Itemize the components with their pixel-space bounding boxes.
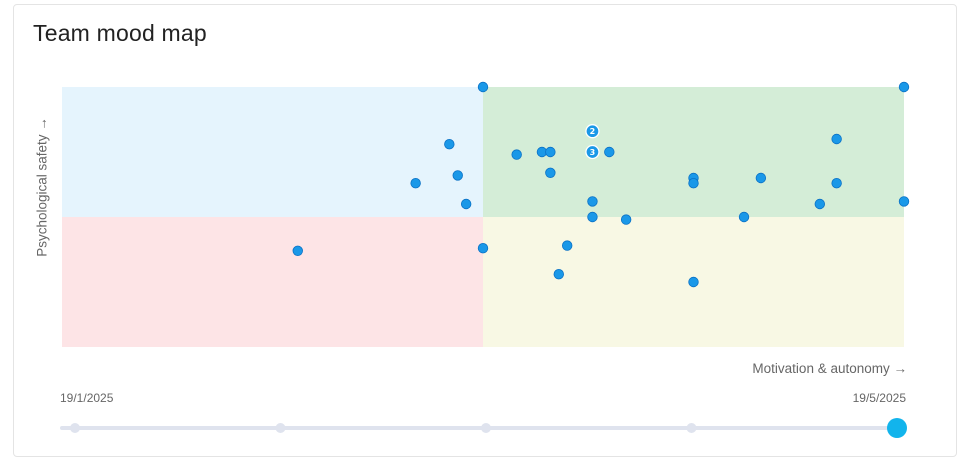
data-point[interactable]	[562, 240, 573, 251]
timeline-stop[interactable]	[481, 423, 491, 433]
data-point[interactable]	[738, 211, 750, 223]
timeline-stop[interactable]	[275, 423, 286, 433]
data-point[interactable]	[688, 177, 699, 189]
timeline-stop[interactable]	[70, 423, 80, 433]
data-point[interactable]	[511, 149, 522, 160]
grouped-data-point[interactable]: 3	[585, 144, 600, 160]
data-point[interactable]	[898, 196, 910, 207]
data-point[interactable]	[814, 198, 826, 210]
timeline-stop[interactable]	[686, 423, 697, 433]
data-point[interactable]	[477, 81, 489, 93]
data-point[interactable]	[831, 133, 842, 145]
data-point[interactable]	[545, 167, 556, 179]
data-point[interactable]	[755, 172, 767, 184]
quadrant-bottom-left	[62, 217, 483, 347]
grouped-data-point[interactable]: 2	[585, 124, 600, 139]
x-axis-label: Motivation & autonomy →	[752, 361, 907, 376]
timeline-handle[interactable]	[887, 418, 907, 438]
timeline-start-date: 19/1/2025	[60, 391, 114, 405]
data-point[interactable]	[410, 177, 421, 189]
data-point[interactable]	[477, 242, 489, 254]
data-point[interactable]	[553, 269, 564, 280]
data-point[interactable]	[587, 196, 598, 207]
data-point[interactable]	[604, 146, 615, 158]
data-point[interactable]	[444, 138, 455, 150]
data-point[interactable]	[688, 276, 699, 288]
data-point[interactable]	[587, 211, 598, 223]
quadrant-top-left	[62, 87, 483, 217]
data-point[interactable]	[545, 146, 556, 158]
data-point[interactable]	[292, 245, 303, 257]
data-point[interactable]	[460, 198, 472, 210]
timeline-end-date: 19/5/2025	[852, 391, 906, 405]
point-count-label: 2	[590, 127, 596, 136]
data-point[interactable]	[620, 214, 632, 225]
data-point[interactable]	[452, 170, 463, 181]
data-point[interactable]	[898, 81, 910, 93]
card-title: Team mood map	[33, 20, 207, 46]
point-count-label: 3	[590, 148, 596, 157]
data-point[interactable]	[831, 177, 842, 189]
